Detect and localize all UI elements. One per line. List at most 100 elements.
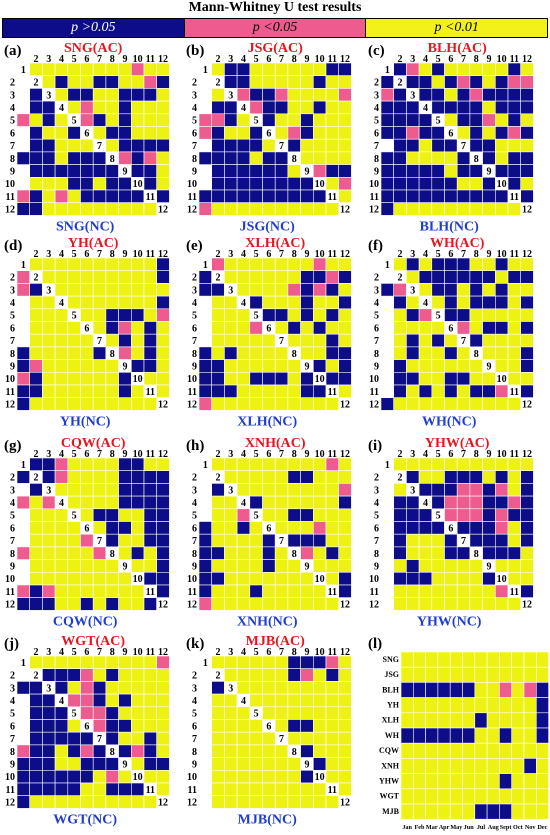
col-tick-label: 6 bbox=[84, 249, 89, 260]
heatmap-cell bbox=[54, 719, 69, 733]
heatmap-cell bbox=[42, 731, 56, 746]
diag-tick-label: 9 bbox=[304, 760, 309, 771]
heatmap-cell bbox=[262, 559, 276, 573]
heatmap-cell bbox=[300, 533, 314, 548]
heatmap-cell bbox=[482, 62, 496, 76]
row-tick-label: 3 bbox=[374, 485, 379, 496]
heatmap-cell bbox=[274, 283, 289, 297]
heatmap-cell bbox=[312, 521, 327, 535]
heatmap-cell bbox=[42, 521, 56, 535]
heatmap-cell bbox=[274, 189, 289, 203]
summary-cell bbox=[462, 666, 476, 683]
row-tick-label: 5 bbox=[192, 709, 197, 720]
heatmap-cell bbox=[92, 457, 107, 471]
heatmap-cell bbox=[236, 359, 251, 373]
heatmap-cell bbox=[406, 270, 420, 284]
heatmap-cell bbox=[156, 384, 170, 398]
diag-tick-label: 1 bbox=[385, 65, 390, 76]
diag-tick-label: 9 bbox=[122, 362, 127, 373]
col-tick-label: 9 bbox=[122, 249, 127, 260]
summary-cell bbox=[412, 666, 426, 683]
heatmap-cell bbox=[262, 533, 276, 548]
heatmap-cell bbox=[236, 559, 251, 573]
col-tick-label: 3 bbox=[46, 54, 51, 65]
heatmap-cell bbox=[143, 655, 157, 669]
heatmap-cell bbox=[42, 470, 56, 484]
diag-tick-label: 4 bbox=[241, 696, 246, 707]
heatmap-cell bbox=[92, 100, 107, 115]
heatmap-cell bbox=[80, 384, 94, 398]
heatmap-cell bbox=[300, 283, 314, 297]
heatmap-cell bbox=[198, 202, 212, 216]
col-tick-label: 4 bbox=[59, 647, 64, 658]
heatmap-cell bbox=[431, 189, 445, 203]
heatmap-cell bbox=[198, 113, 212, 127]
heatmap-cell bbox=[444, 333, 458, 348]
heatmap-cell bbox=[105, 88, 119, 102]
heatmap-cell bbox=[118, 295, 132, 310]
heatmap-cell bbox=[494, 270, 509, 284]
heatmap-cell bbox=[287, 100, 301, 115]
heatmap-cell bbox=[456, 321, 471, 335]
heatmap-cell bbox=[42, 75, 56, 89]
heatmap-cell bbox=[92, 295, 107, 310]
heatmap-cell bbox=[156, 177, 170, 191]
heatmap-cell bbox=[236, 384, 251, 398]
heatmap-cell bbox=[54, 177, 69, 191]
row-tick-label: 10 bbox=[187, 574, 197, 585]
diag-tick-label: 4 bbox=[241, 103, 246, 114]
heatmap-cell bbox=[143, 100, 157, 115]
heatmap-cell bbox=[54, 397, 69, 411]
row-tick-label: 8 bbox=[10, 349, 15, 360]
summary-cell bbox=[437, 758, 451, 774]
heatmap-cell bbox=[80, 333, 94, 348]
heatmap-cell bbox=[236, 346, 251, 360]
heatmap-cell bbox=[224, 189, 238, 203]
row-tick-label: 7 bbox=[192, 536, 197, 547]
heatmap-cell bbox=[118, 202, 132, 216]
heatmap-cell bbox=[67, 202, 81, 216]
heatmap-cell bbox=[156, 371, 170, 386]
heatmap-cell bbox=[249, 189, 263, 203]
heatmap-cell bbox=[300, 483, 314, 497]
summary-cell bbox=[437, 651, 451, 668]
heatmap-cell bbox=[92, 795, 107, 809]
heatmap-cell bbox=[494, 597, 509, 611]
diag-tick-label: 3 bbox=[410, 485, 415, 496]
legend-item-gt005: p >0.05 bbox=[3, 19, 185, 37]
heatmap-cell bbox=[300, 795, 314, 809]
heatmap-cell bbox=[300, 719, 314, 733]
heatmap-cell bbox=[494, 164, 509, 178]
summary-cell bbox=[474, 758, 488, 774]
heatmap-cell bbox=[143, 308, 157, 322]
heatmap-cell bbox=[338, 164, 352, 178]
heatmap-cell bbox=[418, 521, 433, 535]
heatmap-cell bbox=[287, 495, 301, 510]
heatmap-cell bbox=[287, 397, 301, 411]
diag-tick-label: 10 bbox=[133, 772, 143, 783]
heatmap-cell bbox=[67, 371, 81, 386]
row-tick-label: 5 bbox=[10, 311, 15, 322]
summary-cell bbox=[400, 773, 414, 790]
heatmap-cell bbox=[211, 571, 225, 586]
col-tick-label: 2 bbox=[216, 449, 221, 460]
heatmap-cell bbox=[16, 346, 30, 360]
heatmap-cell bbox=[456, 457, 471, 471]
summary-row-label: CQW bbox=[379, 746, 399, 755]
heatmap-cell bbox=[236, 782, 251, 796]
heatmap-cell bbox=[249, 655, 263, 669]
col-tick-label: 6 bbox=[448, 249, 453, 260]
heatmap-cell bbox=[92, 113, 107, 127]
legend-label-lt001: p <0.01 bbox=[434, 20, 479, 35]
col-tick-label: 10 bbox=[315, 249, 325, 260]
heatmap-cell bbox=[338, 138, 352, 153]
diag-tick-label: 1 bbox=[21, 658, 26, 669]
heatmap-cell bbox=[431, 295, 445, 310]
panel-title-ac: MJB(AC) bbox=[246, 634, 305, 649]
heatmap-cell bbox=[431, 151, 445, 165]
heatmap-cell bbox=[67, 100, 81, 115]
heatmap-cell bbox=[118, 257, 132, 271]
heatmap-cell bbox=[156, 470, 170, 484]
heatmap-cell bbox=[469, 571, 483, 586]
heatmap-cell bbox=[338, 333, 352, 348]
